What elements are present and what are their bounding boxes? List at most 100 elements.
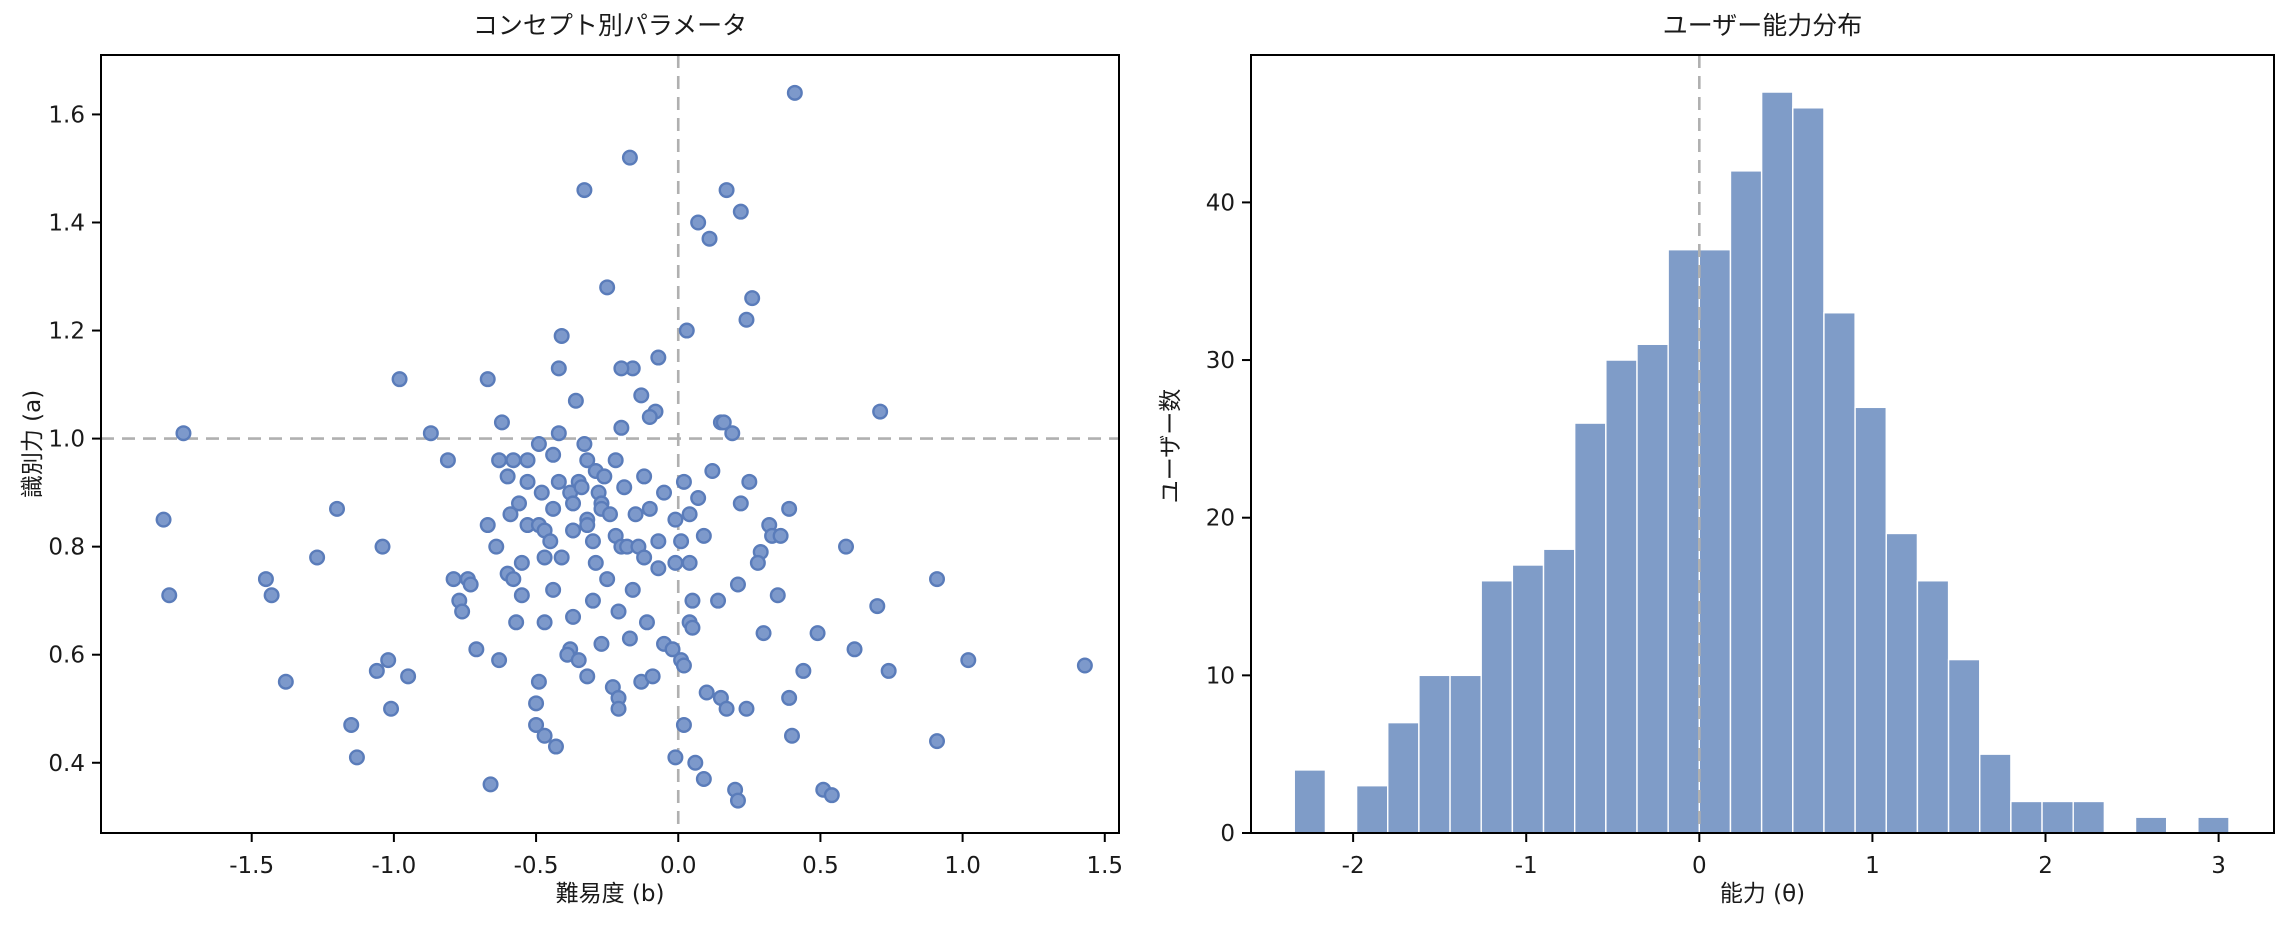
scatter-point [673,533,690,550]
scatter-point [499,468,516,485]
scatter-point [570,652,587,669]
scatter-point [576,182,593,199]
scatter-x-tick-label: 0.5 [802,853,839,879]
scatter-point [511,495,528,512]
scatter-point [610,603,627,620]
scatter-point [400,668,417,685]
scatter-point [783,727,800,744]
scatter-point [636,549,653,566]
histogram-bar [2197,816,2230,834]
scatter-point [664,641,681,658]
scatter-point [374,538,391,555]
histogram-bar [1792,107,1825,834]
scatter-point [678,322,695,339]
scatter-point [505,571,522,588]
histogram-x-tick-label: -2 [1342,853,1365,879]
scatter-point [161,587,178,604]
histogram-bar [1542,548,1576,834]
histogram-title: ユーザー能力分布 [1662,11,1863,40]
histogram-bar [1885,532,1919,834]
scatter-point [550,360,567,377]
histogram-y-tick-label: 20 [1206,506,1235,532]
scatter-x-tick-label: 1.5 [1086,853,1123,879]
scatter-point [596,468,613,485]
scatter-point [309,549,326,566]
scatter-point [732,495,749,512]
scatter-point [579,452,596,469]
scatter-point [545,581,562,598]
scatter-point [565,495,582,512]
scatter-point [729,576,746,593]
scatter-y-tick-label: 0.4 [48,751,85,777]
scatter-point [587,554,604,571]
histogram-bar [1854,406,1887,834]
scatter-point [439,452,456,469]
scatter-y-tick-label: 1.0 [48,427,85,453]
scatter-point [641,408,658,425]
histogram-bar [1760,91,1794,834]
scatter-x-tick-label: -1.0 [371,853,416,879]
scatter-point [579,668,596,685]
scatter-point [684,592,701,609]
scatter-point [348,749,365,766]
scatter-point [667,749,684,766]
scatter-y-axis-label: 識別力 (a) [20,389,46,499]
scatter-point [644,668,661,685]
scatter-point [690,490,707,507]
scatter-point [550,473,567,490]
scatter-point [744,290,761,307]
scatter-point [468,641,485,658]
scatter-point [846,641,863,658]
scatter-point [960,652,977,669]
scatter-point [175,425,192,442]
scatter-point [519,473,536,490]
scatter-point [553,327,570,344]
scatter-point [684,619,701,636]
scatter-y-tick-label: 1.2 [48,319,85,345]
scatter-point [536,549,553,566]
scatter-point [584,592,601,609]
scatter-point [368,662,385,679]
scatter-point [257,571,274,588]
histogram-bar [1823,312,1856,834]
scatter-point [710,592,727,609]
scatter-point [576,436,593,453]
histogram-bar [1480,580,1514,834]
scatter-point [530,673,547,690]
histogram-bar [2134,816,2168,834]
scatter-point [613,419,630,436]
scatter-point [769,587,786,604]
scatter-point [738,311,755,328]
scatter-point [462,576,479,593]
scatter-point [599,279,616,296]
scatter-y-tick-label: 1.6 [48,102,85,128]
scatter-point [772,527,789,544]
scatter-point [545,500,562,517]
scatter-point [536,614,553,631]
scatter-point [929,571,946,588]
scatter-point [607,452,624,469]
histogram-y-tick-label: 30 [1206,348,1235,374]
scatter-point [528,695,545,712]
scatter-point [795,662,812,679]
scatter-x-tick-label: 0.0 [660,853,697,879]
scatter-point [547,738,564,755]
scatter-point [536,727,553,744]
scatter-point [675,716,692,733]
histogram-y-axis-label: ユーザー数 [1158,388,1184,504]
histogram-bar [1729,170,1763,834]
scatter-point [445,571,462,588]
scatter-y-tick-label: 0.8 [48,535,85,561]
scatter-spines [100,54,1120,834]
scatter-point [755,625,772,642]
scatter-point [681,554,698,571]
scatter-point [508,614,525,631]
scatter-point [383,700,400,717]
scatter-point [565,522,582,539]
scatter-point [550,425,567,442]
histogram-bar [1449,674,1482,834]
scatter-point [704,463,721,480]
histogram-bar [2072,800,2106,834]
scatter-point [599,571,616,588]
